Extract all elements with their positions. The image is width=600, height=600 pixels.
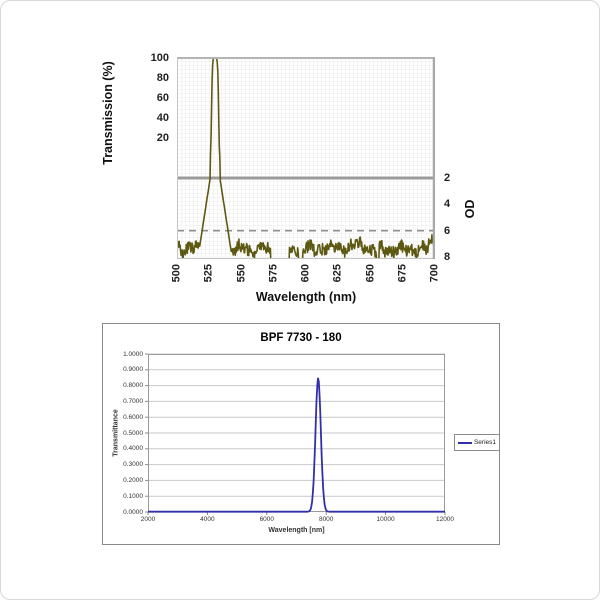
transmission-od-plot-svg bbox=[177, 57, 435, 259]
bpf-x-tick-label: 8000 bbox=[318, 516, 334, 523]
bpf-plot-svg bbox=[145, 353, 446, 515]
left-tick-label: 100 bbox=[150, 52, 169, 64]
bpf-y-tick-label: 0.3000 bbox=[123, 461, 143, 469]
series1-curve bbox=[147, 377, 446, 513]
x-tick-label: 600 bbox=[299, 264, 312, 283]
bpf-y-tick-label: 0.7000 bbox=[123, 397, 143, 405]
plot-border-top-chart bbox=[177, 57, 435, 259]
x-tick-label: 700 bbox=[428, 264, 441, 283]
x-tick-label: 550 bbox=[235, 264, 247, 283]
right-tick-label: 6 bbox=[444, 224, 451, 237]
bpf-x-tick-label: 4000 bbox=[200, 516, 215, 523]
legend-series-line-sample bbox=[458, 441, 472, 444]
x-tick-label: 525 bbox=[202, 264, 215, 283]
bpf-y-tick-label: 0.8000 bbox=[123, 382, 143, 390]
bpf-y-tick-label: 0.4000 bbox=[123, 445, 143, 453]
bpf-y-tick-label: 0.2000 bbox=[123, 476, 143, 484]
x-tick-label: 575 bbox=[267, 264, 280, 283]
plot-area-top bbox=[177, 57, 435, 259]
left-tick-label: 60 bbox=[156, 92, 169, 104]
right-tick-label: 4 bbox=[444, 198, 451, 211]
right-axis-title: OD bbox=[463, 199, 477, 219]
bpf-y-tick-label: 0.0000 bbox=[123, 508, 143, 516]
bpf-y-tick-label: 0.5000 bbox=[123, 429, 143, 437]
x-tick-label: 625 bbox=[331, 264, 344, 283]
bpf-y-tick-label: 0.6000 bbox=[123, 413, 143, 421]
left-axis-title: Transmission (%) bbox=[101, 61, 115, 165]
bpf-chart-frame: BPF 7730 - 180 Transmittance 1.0000 0.900… bbox=[102, 323, 500, 545]
right-tick-label: 8 bbox=[444, 251, 451, 263]
x-axis-title-top: Wavelength (nm) bbox=[255, 290, 357, 304]
bpf-x-axis-title: Wavelength [nm] bbox=[268, 527, 325, 534]
x-tick-label: 500 bbox=[170, 264, 183, 283]
plot-area-bpf bbox=[145, 353, 446, 515]
bpf-x-tick-label: 10000 bbox=[376, 516, 395, 523]
right-tick-label: 2 bbox=[444, 172, 451, 184]
left-tick-label: 40 bbox=[156, 112, 169, 124]
bpf-y-tick-label: 0.1000 bbox=[123, 492, 143, 500]
left-tick-label: 20 bbox=[156, 132, 169, 144]
x-tick-label: 650 bbox=[364, 264, 376, 283]
x-tick-label: 675 bbox=[396, 264, 409, 283]
bpf-y-tick-label: 0.9000 bbox=[123, 366, 143, 374]
left-tick-label: 80 bbox=[156, 72, 169, 84]
transmission-curve bbox=[177, 57, 435, 259]
legend-box: Series1 bbox=[454, 434, 500, 451]
legend-series-label: Series1 bbox=[473, 439, 496, 446]
bpf-x-tick-label: 2000 bbox=[140, 516, 156, 523]
bpf-chart-title: BPF 7730 - 180 bbox=[260, 332, 342, 344]
bpf-x-tick-label: 6000 bbox=[259, 516, 275, 523]
bpf-x-tick-label: 12000 bbox=[435, 516, 455, 523]
bpf-y-tick-label: 1.0000 bbox=[123, 350, 143, 358]
